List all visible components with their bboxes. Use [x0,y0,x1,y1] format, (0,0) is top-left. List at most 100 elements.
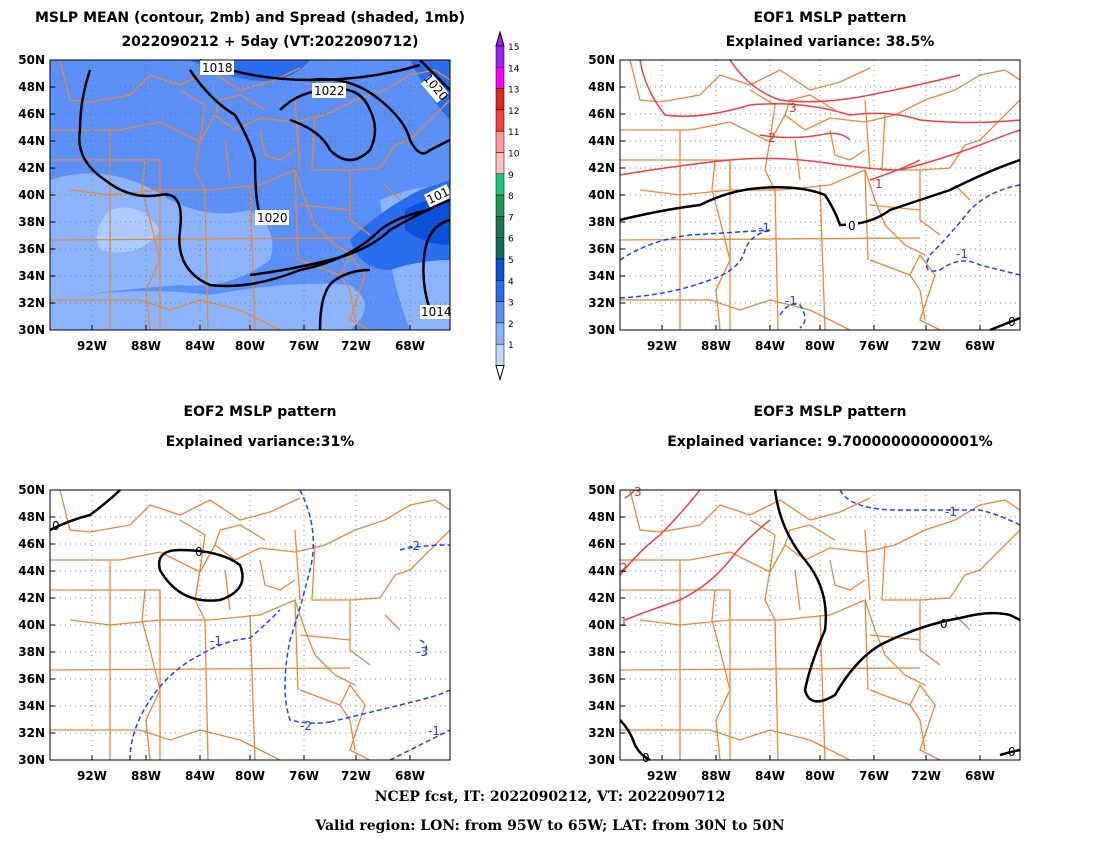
lat-tick-label: 40N [18,188,45,202]
lat-tick-label: 42N [588,591,615,605]
colorbar-swatch [495,343,505,366]
lon-tick-label: 68W [965,769,995,783]
contour-label: -2 [300,719,312,733]
colorbar-swatch [495,130,505,153]
colorbar-swatch [495,280,505,302]
lat-tick-label: 32N [18,296,45,310]
colorbar-swatch [495,45,505,68]
panel4-title: EOF3 MSLP pattern [753,404,907,420]
contour-label: -2 [408,539,420,553]
colorbar-label: 11 [508,128,519,138]
lat-tick-label: 38N [18,645,45,659]
colorbar-label: 8 [508,192,514,202]
lat-tick-label: 40N [588,618,615,632]
lat-tick-label: 50N [588,53,615,67]
lat-tick-label: 38N [18,215,45,229]
panel2-title: EOF1 MSLP pattern [753,10,907,26]
panel1-title: MSLP MEAN (contour, 2mb) and Spread (sha… [35,10,465,26]
contour-label: 3 [789,101,797,115]
lon-tick-label: 88W [701,339,731,353]
lat-tick-label: 36N [588,242,615,256]
lat-tick-label: 38N [588,645,615,659]
lat-tick-label: 42N [18,591,45,605]
contour-label: 0 [642,751,650,765]
lon-tick-label: 76W [289,769,319,783]
lat-tick-label: 34N [18,269,45,283]
panel1-map: 1018 1022 1020 1020 1014 101 [49,58,453,331]
lon-tick-label: 80W [235,339,265,353]
lon-tick-label: 80W [235,769,265,783]
contour-label: -1 [758,221,770,235]
lat-tick-label: 36N [18,242,45,256]
contour-label: 0 [940,617,948,631]
colorbar-label: 2 [508,320,514,330]
lat-tick-label: 36N [588,672,615,686]
lon-tick-label: 92W [77,769,107,783]
lon-tick-label: 72W [341,769,371,783]
colorbar-label: 13 [508,86,519,96]
colorbar-label: 10 [508,150,520,160]
lat-tick-label: 46N [588,537,615,551]
contour-label: 0 [52,519,60,533]
contour-label: 0 [1008,315,1016,329]
lon-tick-label: 84W [755,769,785,783]
lon-tick-label: 84W [185,769,215,783]
colorbar-label: 1 [508,341,514,351]
lon-tick-label: 72W [911,769,941,783]
contour-label: 1020 [257,211,288,225]
lat-tick-label: 32N [588,726,615,740]
lat-tick-label: 40N [588,188,615,202]
contour-label: 3 [634,485,642,499]
contour-label: -1 [956,247,968,261]
colorbar-label: 15 [508,43,519,53]
colorbar-label: 5 [508,256,514,266]
lon-tick-label: 80W [805,339,835,353]
lat-tick-label: 32N [18,726,45,740]
footer-line1: NCEP fcst, IT: 2022090212, VT: 202209071… [374,789,726,805]
lat-tick-label: 30N [18,753,45,767]
colorbar-swatch [495,88,505,111]
colorbar-swatch [495,237,505,260]
lat-tick-label: 42N [588,161,615,175]
contour-label: -1 [428,724,440,738]
colorbar-label: 3 [508,299,514,309]
lat-tick-label: 40N [18,618,45,632]
colorbar-swatch [495,67,505,89]
colorbar-top-arrow [495,30,505,47]
colorbar-label: 9 [508,171,514,181]
contour-label: 1 [620,615,628,629]
colorbar: 15 14 13 12 11 10 9 8 7 6 5 4 3 2 1 [495,30,520,382]
lon-tick-label: 92W [647,769,677,783]
contour-label: 1014 [421,305,452,319]
lat-tick-label: 50N [588,483,615,497]
lat-tick-label: 46N [18,537,45,551]
contour-label: 0 [848,219,856,233]
colorbar-swatch [495,194,505,217]
lon-tick-label: 84W [755,339,785,353]
lon-tick-label: 84W [185,339,215,353]
lat-tick-label: 30N [588,323,615,337]
lat-tick-label: 30N [18,323,45,337]
lat-tick-label: 36N [18,672,45,686]
colorbar-swatch [495,301,505,324]
lon-tick-label: 80W [805,769,835,783]
colorbar-swatch [495,322,505,345]
lon-tick-label: 88W [131,339,161,353]
colorbar-label: 12 [508,107,519,117]
contour-label: 1022 [314,84,345,98]
lat-tick-label: 38N [588,215,615,229]
panel4-contour-labels: 3 2 1 -1 0 0 0 [620,485,1016,765]
lat-tick-label: 32N [588,296,615,310]
lat-tick-label: 44N [588,564,615,578]
lat-tick-label: 42N [18,161,45,175]
lon-tick-label: 76W [289,339,319,353]
lon-tick-label: 76W [859,339,889,353]
contour-label: 1 [875,177,883,191]
colorbar-label: 14 [508,64,520,74]
contour-label: -3 [416,645,428,659]
contour-label: 2 [768,131,776,145]
contour-label: 2 [620,561,628,575]
lon-tick-label: 76W [859,769,889,783]
lat-tick-label: 48N [588,510,615,524]
